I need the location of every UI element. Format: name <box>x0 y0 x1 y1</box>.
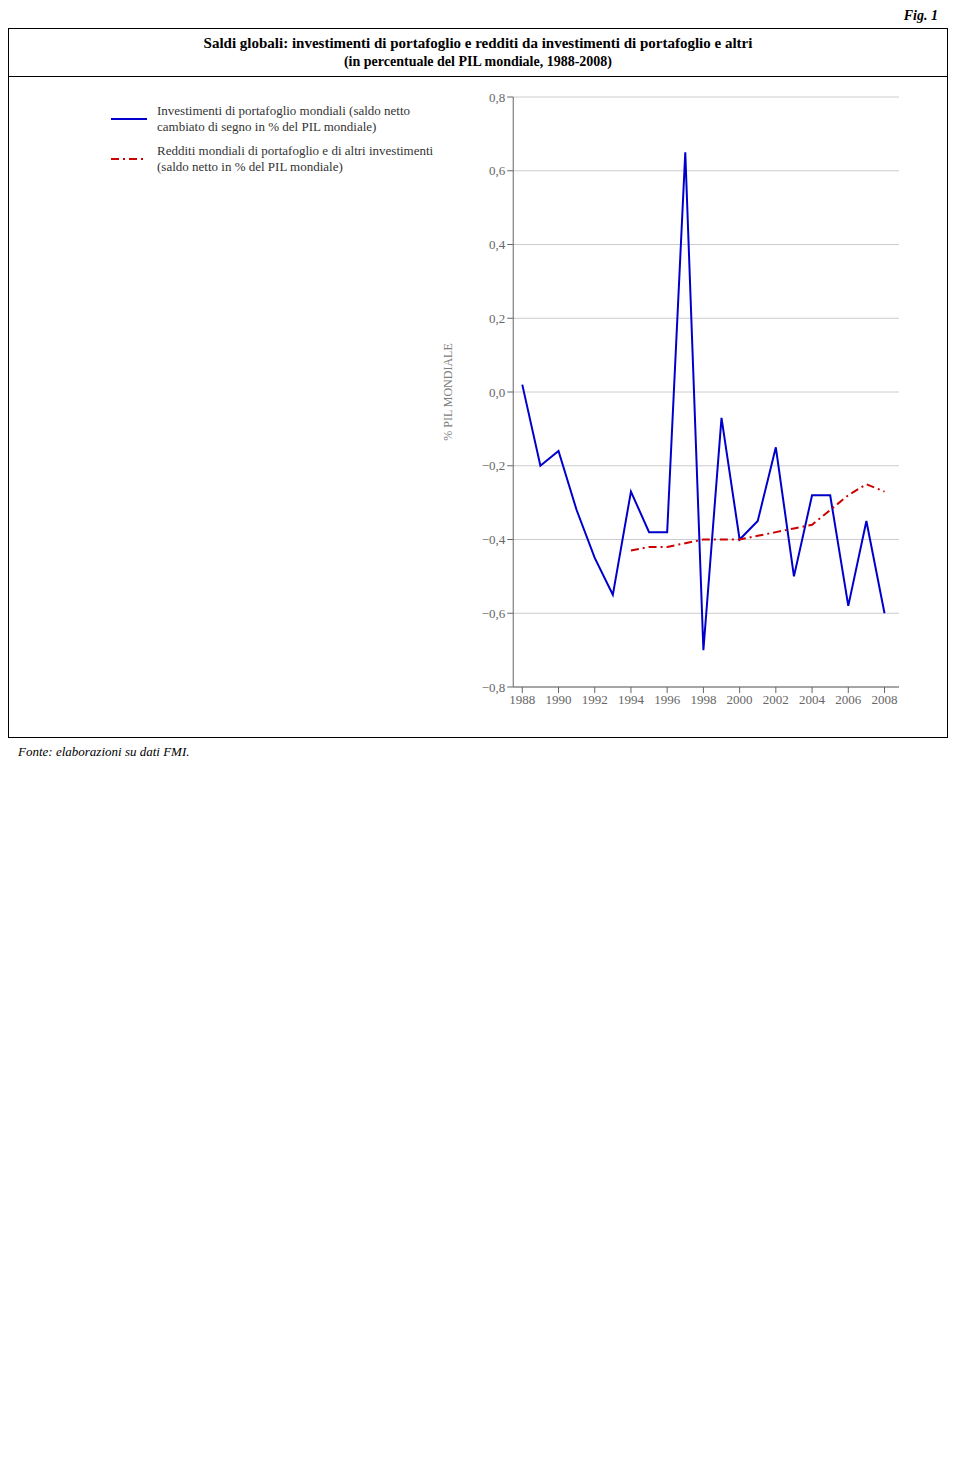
svg-text:−0,6: −0,6 <box>482 606 506 621</box>
html-text:(in percentuale del PIL mondia: (in percentuale del PIL mondiale, 1988-2… <box>344 54 612 69</box>
svg-text:−0,2: −0,2 <box>482 458 506 473</box>
html-text:Saldi globali: investimenti di: Saldi globali: investimenti di portafogl… <box>203 35 753 51</box>
svg-text:0,0: 0,0 <box>489 385 505 400</box>
svg-text:0,6: 0,6 <box>489 163 506 178</box>
svg-text:−0,8: −0,8 <box>482 680 506 695</box>
html-text:Investimenti di portafoglio mo: Investimenti di portafoglio mondiali (sa… <box>157 103 411 134</box>
svg-text:1994: 1994 <box>618 692 645 707</box>
svg-text:1998: 1998 <box>690 692 716 707</box>
svg-text:0,8: 0,8 <box>489 90 505 105</box>
svg-text:2006: 2006 <box>835 692 862 707</box>
svg-text:2008: 2008 <box>872 692 898 707</box>
svg-text:−0,4: −0,4 <box>482 532 506 547</box>
html-text:Fonte: elaborazioni su dati FM: Fonte: elaborazioni su dati FMI. <box>18 744 190 759</box>
svg-text:% PIL MONDIALE: % PIL MONDIALE <box>441 343 455 441</box>
svg-text:1992: 1992 <box>582 692 608 707</box>
svg-text:2002: 2002 <box>763 692 789 707</box>
svg-text:0,4: 0,4 <box>489 237 506 252</box>
svg-text:1988: 1988 <box>509 692 535 707</box>
svg-text:2004: 2004 <box>799 692 826 707</box>
svg-text:1996: 1996 <box>654 692 681 707</box>
svg-text:1990: 1990 <box>545 692 571 707</box>
html-text:Redditi mondiali di portafogli: Redditi mondiali di portafoglio e di alt… <box>157 143 434 174</box>
svg-text:2000: 2000 <box>727 692 753 707</box>
html-text:Fig. 1: Fig. 1 <box>903 8 938 23</box>
svg-text:0,2: 0,2 <box>489 311 505 326</box>
